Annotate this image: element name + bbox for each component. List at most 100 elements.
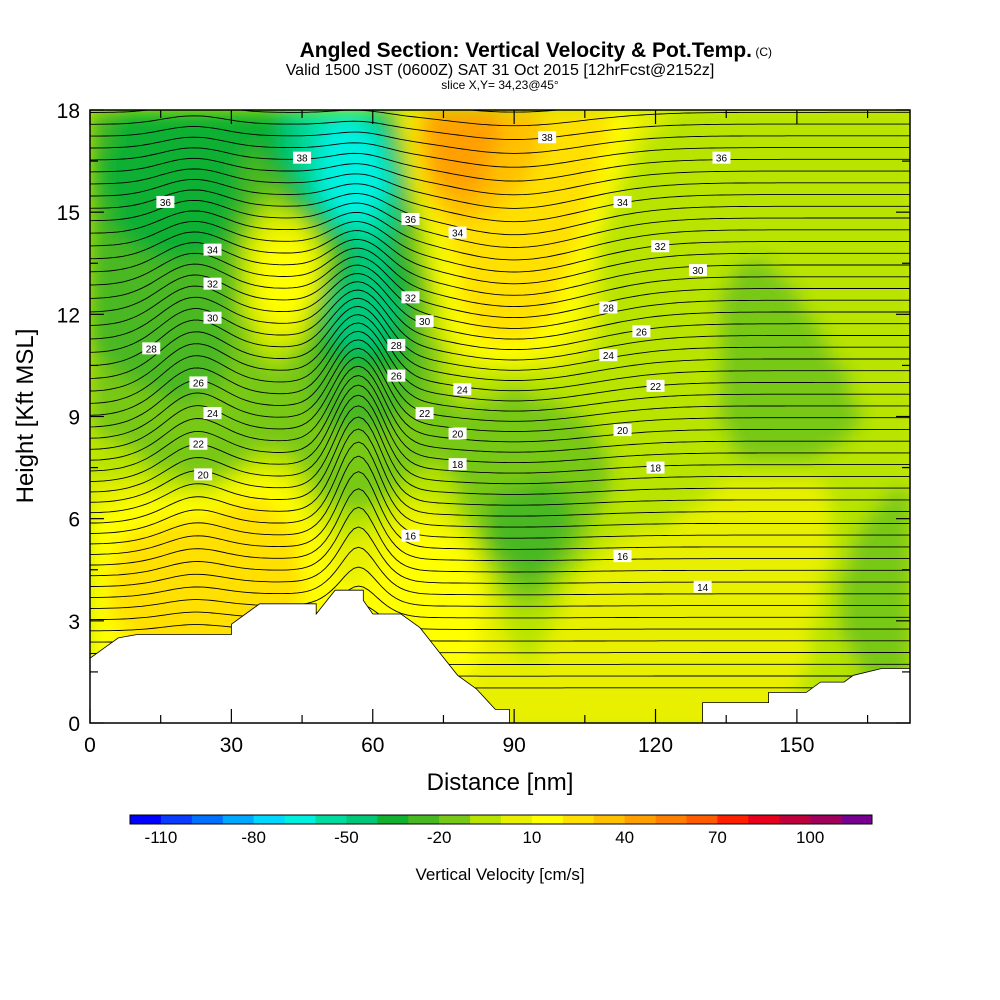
velocity-cell (400, 430, 411, 441)
velocity-cell (190, 420, 201, 431)
velocity-cell (430, 230, 441, 241)
velocity-cell (500, 320, 511, 331)
velocity-cell (130, 620, 141, 631)
velocity-cell (110, 620, 121, 631)
velocity-cell (750, 670, 761, 681)
velocity-cell (600, 470, 611, 481)
velocity-cell (810, 200, 821, 211)
velocity-cell (480, 650, 491, 661)
velocity-cell (750, 310, 761, 321)
velocity-cell (410, 510, 421, 521)
velocity-cell (400, 500, 411, 511)
velocity-cell (890, 490, 901, 501)
velocity-cell (830, 250, 841, 261)
velocity-cell (170, 570, 181, 581)
velocity-cell (610, 270, 621, 281)
velocity-cell (190, 170, 201, 181)
velocity-cell (620, 510, 631, 521)
velocity-cell (710, 400, 721, 411)
velocity-cell (150, 310, 161, 321)
velocity-cell (800, 420, 811, 431)
velocity-cell (670, 540, 681, 551)
velocity-cell (370, 320, 381, 331)
velocity-cell (240, 160, 251, 171)
velocity-cell (690, 210, 701, 221)
velocity-cell (180, 580, 191, 591)
velocity-cell (810, 410, 821, 421)
velocity-cell (260, 360, 271, 371)
velocity-cell (710, 590, 721, 601)
velocity-cell (140, 120, 151, 131)
velocity-cell (440, 170, 451, 181)
velocity-cell (350, 300, 361, 311)
velocity-cell (540, 710, 551, 721)
velocity-cell (450, 600, 461, 611)
velocity-cell (760, 390, 771, 401)
velocity-cell (450, 240, 461, 251)
velocity-cell (460, 360, 471, 371)
velocity-cell (190, 490, 201, 501)
velocity-cell (110, 430, 121, 441)
velocity-cell (750, 470, 761, 481)
velocity-cell (270, 540, 281, 551)
velocity-cell (510, 370, 521, 381)
velocity-cell (340, 340, 351, 351)
velocity-cell (590, 660, 601, 671)
velocity-cell (190, 160, 201, 171)
velocity-cell (350, 340, 361, 351)
velocity-cell (120, 330, 131, 341)
velocity-cell (680, 190, 691, 201)
velocity-cell (760, 410, 771, 421)
velocity-cell (280, 530, 291, 541)
velocity-cell (670, 260, 681, 271)
velocity-cell (710, 500, 721, 511)
velocity-cell (860, 440, 871, 451)
velocity-cell (740, 400, 751, 411)
velocity-cell (490, 130, 501, 141)
velocity-cell (570, 480, 581, 491)
velocity-cell (810, 250, 821, 261)
velocity-cell (850, 430, 861, 441)
velocity-cell (850, 230, 861, 241)
velocity-cell (600, 110, 611, 121)
velocity-cell (820, 290, 831, 301)
velocity-cell (170, 490, 181, 501)
velocity-cell (590, 480, 601, 491)
velocity-cell (490, 410, 501, 421)
velocity-cell (310, 460, 321, 471)
velocity-cell (790, 410, 801, 421)
velocity-cell (780, 520, 791, 531)
velocity-cell (770, 430, 781, 441)
velocity-cell (90, 480, 101, 491)
velocity-cell (150, 430, 161, 441)
velocity-cell (690, 670, 701, 681)
velocity-cell (660, 690, 671, 701)
velocity-cell (150, 590, 161, 601)
velocity-cell (670, 310, 681, 321)
velocity-cell (620, 220, 631, 231)
velocity-cell (860, 610, 871, 621)
velocity-cell (830, 380, 841, 391)
velocity-cell (300, 350, 311, 361)
velocity-cell (810, 430, 821, 441)
velocity-cell (180, 210, 191, 221)
velocity-cell (760, 660, 771, 671)
velocity-cell (800, 350, 811, 361)
velocity-cell (760, 420, 771, 431)
velocity-cell (560, 570, 571, 581)
velocity-cell (480, 290, 491, 301)
velocity-cell (160, 510, 171, 521)
velocity-cell (890, 150, 901, 161)
velocity-cell (330, 430, 341, 441)
velocity-cell (800, 650, 811, 661)
velocity-cell (710, 580, 721, 591)
velocity-cell (490, 610, 501, 621)
velocity-cell (300, 290, 311, 301)
velocity-cell (110, 630, 121, 641)
velocity-cell (710, 290, 721, 301)
velocity-cell (820, 510, 831, 521)
velocity-cell (620, 450, 631, 461)
velocity-cell (130, 360, 141, 371)
velocity-cell (820, 370, 831, 381)
velocity-cell (450, 170, 461, 181)
